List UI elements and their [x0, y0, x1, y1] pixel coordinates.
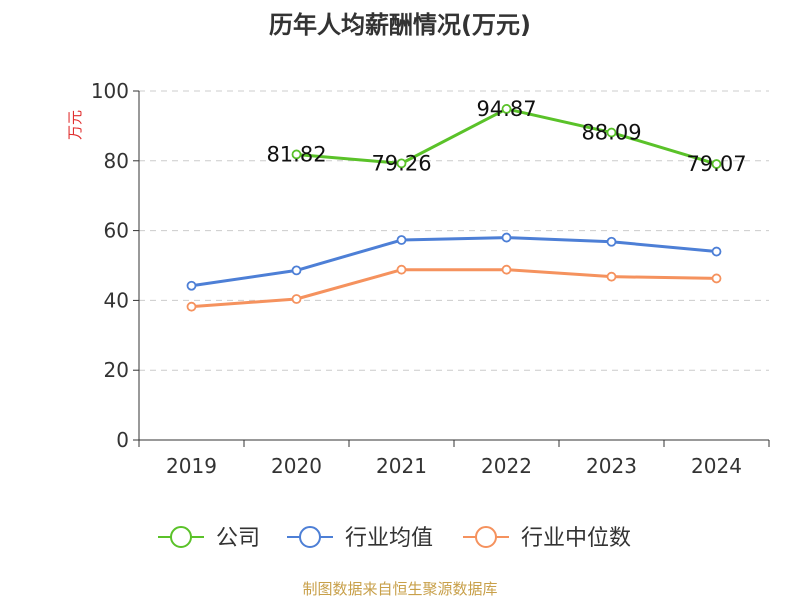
data-labels: 81.82 79.26 94.87 88.09 79.07 — [266, 97, 746, 176]
series-2-point — [186, 301, 197, 312]
x-tick-label: 2022 — [481, 454, 532, 478]
y-axis-ticks: 0 20 40 60 80 100 — [91, 79, 139, 452]
series-line-1 — [190, 236, 718, 288]
series-1-point — [501, 232, 512, 243]
x-tick-label: 2019 — [166, 454, 217, 478]
x-tick-label: 2020 — [271, 454, 322, 478]
y-tick-label: 80 — [104, 149, 129, 173]
series-group — [186, 104, 722, 312]
data-label: 79.26 — [371, 151, 431, 175]
legend-item-1[interactable]: 行业均值 — [287, 526, 433, 551]
y-tick-label: 100 — [91, 79, 129, 103]
legend-item-2[interactable]: 行业中位数 — [463, 526, 631, 551]
data-label: 79.07 — [686, 152, 746, 176]
series-2-point — [606, 271, 617, 282]
y-tick-label: 20 — [104, 358, 129, 382]
legend[interactable]: 公司 行业均值 行业中位数 — [158, 526, 631, 551]
series-line-2 — [190, 268, 718, 309]
axes — [138, 91, 769, 441]
source-note: 制图数据来自恒生聚源数据库 — [302, 580, 497, 598]
series-0-point — [291, 149, 302, 160]
y-tick-label: 0 — [116, 428, 129, 452]
legend-marker-icon — [170, 526, 192, 548]
series-0-point — [606, 127, 617, 138]
series-1-point — [291, 265, 302, 276]
data-label: 81.82 — [266, 142, 326, 166]
series-1-point — [711, 246, 722, 257]
gridlines — [139, 90, 769, 371]
y-axis-unit: 万元 — [66, 110, 84, 140]
legend-marker-icon — [299, 526, 321, 548]
series-1-point — [606, 236, 617, 247]
y-tick-label: 60 — [104, 219, 129, 243]
series-1-point — [186, 280, 197, 291]
x-tick-label: 2023 — [586, 454, 637, 478]
data-label: 94.87 — [476, 97, 536, 121]
series-2-point — [291, 294, 302, 304]
x-tick-label: 2021 — [376, 454, 427, 478]
legend-label: 行业均值 — [345, 526, 433, 551]
series-0-point — [396, 158, 407, 169]
chart-title: 历年人均薪酬情况(万元) — [269, 11, 531, 39]
data-label: 88.09 — [581, 121, 641, 145]
series-2-point — [711, 273, 722, 284]
x-tick-label: 2024 — [691, 454, 742, 478]
legend-label: 公司 — [216, 526, 260, 551]
series-0-point — [711, 159, 722, 169]
legend-marker-icon — [475, 526, 497, 548]
series-1-point — [396, 235, 407, 245]
series-0-point — [501, 104, 512, 114]
y-tick-label: 40 — [104, 288, 129, 312]
series-2-point — [501, 264, 512, 275]
series-2-point — [396, 264, 407, 275]
legend-label: 行业中位数 — [521, 526, 631, 551]
legend-item-0[interactable]: 公司 — [158, 526, 260, 551]
x-axis-ticks: 2019 2020 2021 2022 2023 2024 — [138, 440, 770, 478]
